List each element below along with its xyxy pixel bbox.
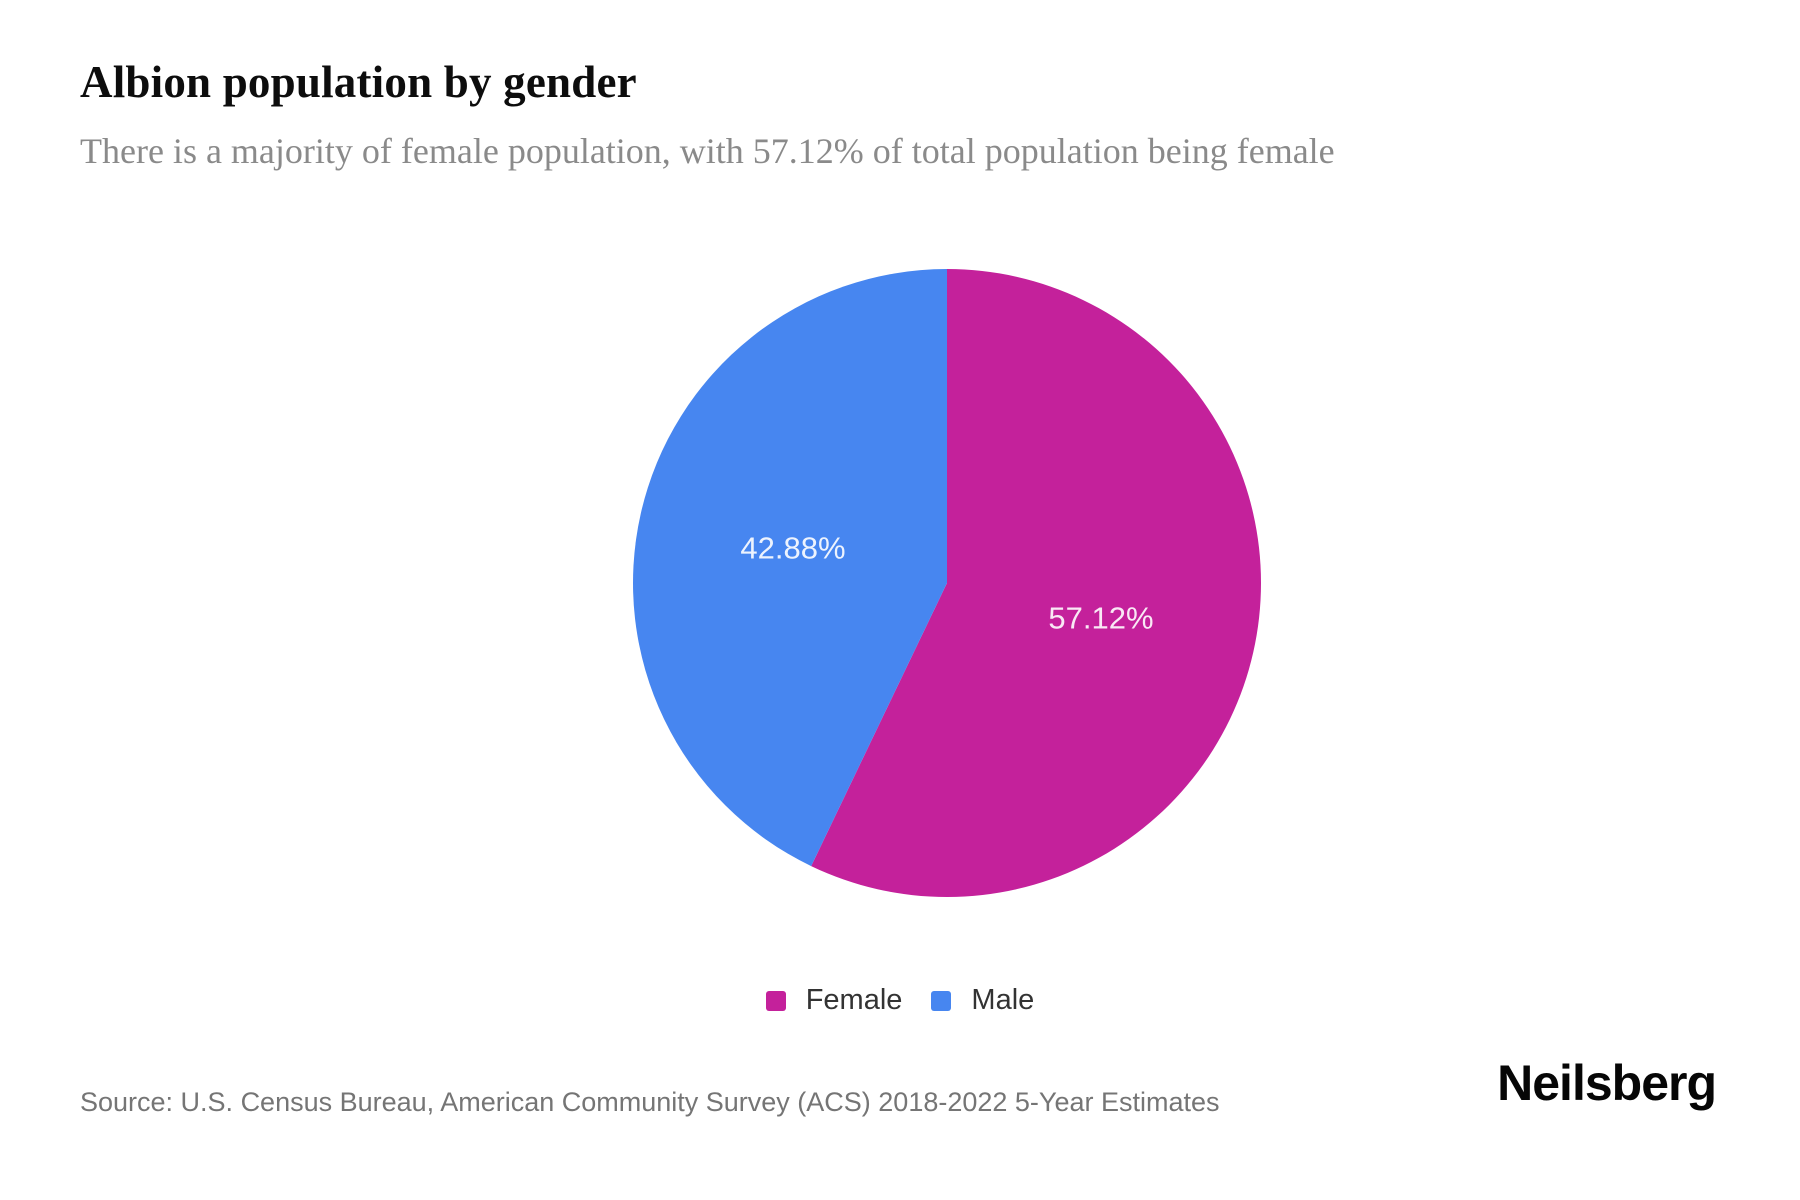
legend-swatch-male-icon — [931, 990, 952, 1011]
pie-slice-male[interactable] — [633, 269, 947, 867]
legend-swatch-female-icon — [765, 990, 786, 1011]
chart-title: Albion population by gender — [80, 57, 637, 107]
brand-logo: Neilsberg — [1497, 1055, 1717, 1111]
legend-item-female[interactable]: Female — [765, 984, 903, 1017]
legend-label-female: Female — [805, 984, 903, 1016]
chart-subtitle: There is a majority of female population… — [80, 131, 1335, 171]
source-text: Source: U.S. Census Bureau, American Com… — [80, 1087, 1220, 1117]
legend-label-male: Male — [971, 984, 1035, 1016]
pie-label-female: 57.12% — [1048, 601, 1153, 636]
pie-slice-female[interactable] — [811, 269, 1262, 897]
legend: Female Male — [0, 984, 1800, 1017]
legend-item-male[interactable]: Male — [931, 984, 1034, 1017]
pie-label-male: 42.88% — [740, 531, 845, 566]
